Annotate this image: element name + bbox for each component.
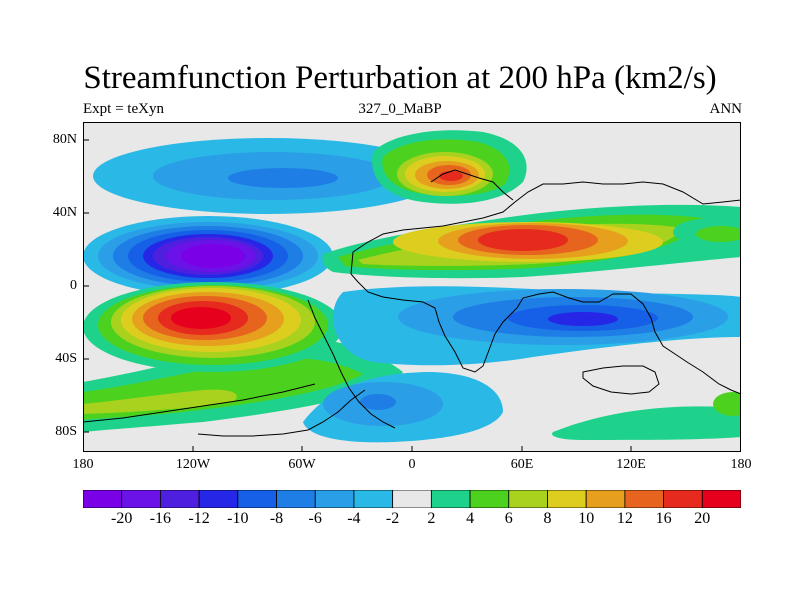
experiment-label: Expt = teXyn	[83, 101, 164, 117]
tick-marks	[83, 139, 632, 452]
contour-north-pacific-low	[93, 138, 443, 214]
colorbar-label: -6	[308, 510, 322, 527]
contour-south-australia-high	[552, 392, 741, 440]
colorbar-swatch	[585, 490, 626, 508]
map-title: Streamfunction Perturbation at 200 hPa (…	[83, 60, 717, 96]
coastlines	[83, 169, 741, 437]
x-tick-label: 120W	[175, 457, 211, 472]
colorbar-swatch	[198, 490, 239, 508]
colorbar-swatch	[392, 490, 432, 508]
colorbar-label: 20	[694, 510, 711, 527]
colorbar-label: -4	[347, 510, 361, 527]
contour-south-pacific-high	[83, 282, 403, 432]
contour-southern-tropics-low	[333, 286, 741, 366]
colorbar-label: -10	[227, 510, 249, 527]
contour-pacific-purple-low	[83, 216, 333, 296]
colorbar	[83, 490, 741, 508]
colorbar-swatch	[430, 490, 471, 508]
y-tick-label: 80N	[52, 132, 77, 147]
y-tick-label: 40N	[52, 205, 77, 220]
colorbar-label: 8	[543, 510, 552, 527]
colorbar-label: -16	[149, 510, 172, 527]
colorbar-label: 2	[427, 510, 436, 527]
x-tick-label: 180	[730, 457, 752, 472]
colorbar-label: 6	[504, 510, 513, 527]
x-tick-label: 60W	[288, 457, 316, 472]
colorbar-swatch	[547, 490, 587, 508]
y-tick-label: 40S	[55, 351, 77, 366]
colorbar-swatch	[624, 490, 664, 508]
colorbar-swatch	[508, 490, 548, 508]
colorbar-swatch	[314, 490, 355, 508]
colorbar-swatch	[701, 490, 741, 508]
colorbar-label: -8	[269, 510, 284, 527]
colorbar-swatch	[160, 490, 200, 508]
colorbar-label: 12	[616, 510, 633, 527]
contour-ne-pacific-small-high	[673, 218, 741, 246]
colorbar-label: 10	[578, 510, 595, 527]
y-tick-label: 80S	[55, 424, 77, 439]
colorbar-swatch	[83, 490, 123, 508]
x-tick-label: 180	[72, 457, 94, 472]
streamfunction-map	[83, 122, 741, 452]
y-tick-label: 0	[70, 278, 77, 293]
season-label: ANN	[709, 101, 743, 117]
x-tick-label: 120E	[616, 457, 646, 472]
colorbar-swatch	[353, 490, 394, 508]
colorbar-swatch	[121, 490, 161, 508]
colorbar-label: 16	[655, 510, 672, 527]
contour-northern-tropics-high	[322, 204, 741, 279]
colorbar-label: -20	[111, 510, 133, 527]
colorbar-label: -12	[188, 510, 210, 527]
colorbar-label: -2	[385, 510, 400, 527]
colorbar-swatch	[469, 490, 510, 508]
colorbar-label: 4	[466, 510, 475, 527]
colorbar-swatch	[237, 490, 277, 508]
x-tick-label: 60E	[510, 457, 534, 472]
run-label: 327_0_MaBP	[358, 101, 442, 117]
colorbar-swatch	[663, 490, 703, 508]
x-tick-label: 0	[408, 457, 416, 472]
colorbar-swatch	[276, 490, 316, 508]
